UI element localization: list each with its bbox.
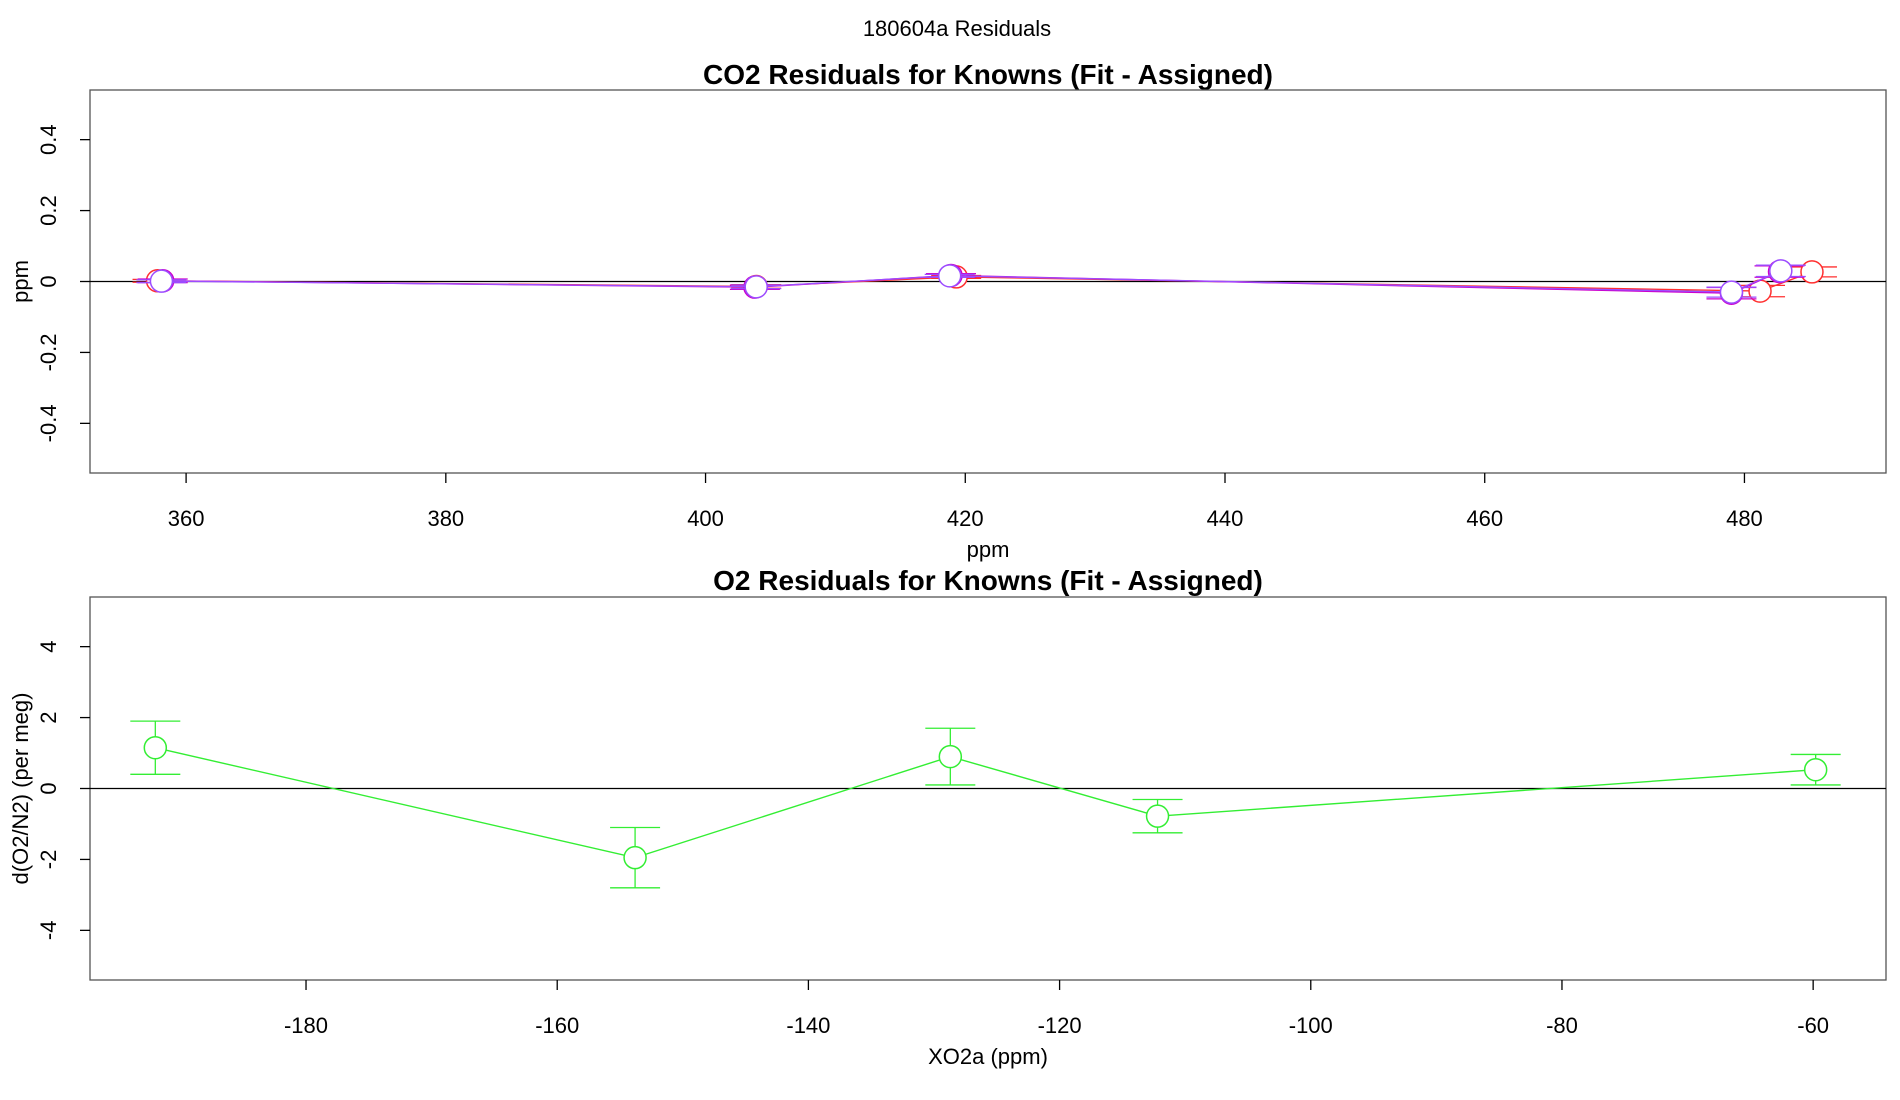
data-point [731,275,782,299]
x-tick-label: -140 [786,1013,830,1038]
figure-title: 180604a Residuals [863,16,1051,41]
x-tick-label: -60 [1797,1013,1829,1038]
y-axis-label: ppm [8,260,33,303]
series-line [155,747,1816,859]
y-tick-label: -4 [36,921,61,941]
y-tick-label: -0.4 [36,404,61,442]
point-marker [937,264,962,288]
y-axis-label: d(O2/N2) (per meg) [8,693,33,885]
point-marker [744,275,768,299]
x-axis-label: XO2a (ppm) [928,1044,1048,1069]
x-tick-label: 440 [1207,506,1244,531]
y-tick-label: 0.4 [36,124,61,155]
data-point [1790,753,1841,786]
point-marker [1803,757,1828,782]
data-point [136,269,187,293]
y-tick-label: 0 [36,275,61,287]
chart-panel-0: CO2 Residuals for Knowns (Fit - Assigned… [8,59,1887,562]
series-2 [136,259,1806,304]
x-tick-label: 420 [947,506,984,531]
point-marker [149,269,174,293]
data-point [1132,798,1183,834]
x-tick-label: 360 [168,506,205,531]
point-marker [623,845,647,870]
point-marker [938,744,963,769]
x-tick-label: -120 [1038,1013,1082,1038]
chart-title: CO2 Residuals for Knowns (Fit - Assigned… [703,59,1273,90]
y-tick-label: 0.2 [36,195,61,226]
point-marker [1145,804,1170,828]
data-point [610,826,661,889]
x-tick-label: -100 [1289,1013,1333,1038]
x-tick-label: 380 [427,506,464,531]
x-tick-label: 480 [1726,506,1763,531]
x-tick-label: -180 [284,1013,328,1038]
point-marker [1800,260,1824,284]
y-tick-label: -2 [36,850,61,870]
data-point [130,720,181,775]
point-marker [143,735,168,760]
y-tick-label: 4 [36,641,61,653]
data-point [1706,280,1757,304]
y-tick-label: 0 [36,782,61,794]
y-tick-label: 2 [36,711,61,723]
x-tick-label: -160 [535,1013,579,1038]
point-marker [1719,280,1744,304]
chart-title: O2 Residuals for Knowns (Fit - Assigned) [713,565,1263,596]
data-point [1786,260,1837,284]
series-0 [130,720,1841,889]
point-marker [1769,259,1793,283]
x-axis-label: ppm [967,537,1010,562]
y-tick-label: -0.2 [36,333,61,371]
chart-panel-1: O2 Residuals for Knowns (Fit - Assigned)… [8,565,1887,1069]
data-point [925,727,976,786]
x-tick-label: 400 [687,506,724,531]
x-tick-label: 460 [1466,506,1503,531]
x-tick-label: -80 [1546,1013,1578,1038]
data-point [924,264,975,288]
data-point [1755,259,1806,283]
